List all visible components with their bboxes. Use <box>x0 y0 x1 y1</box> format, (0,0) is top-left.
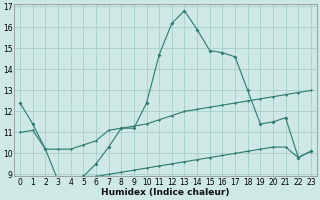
X-axis label: Humidex (Indice chaleur): Humidex (Indice chaleur) <box>101 188 230 197</box>
